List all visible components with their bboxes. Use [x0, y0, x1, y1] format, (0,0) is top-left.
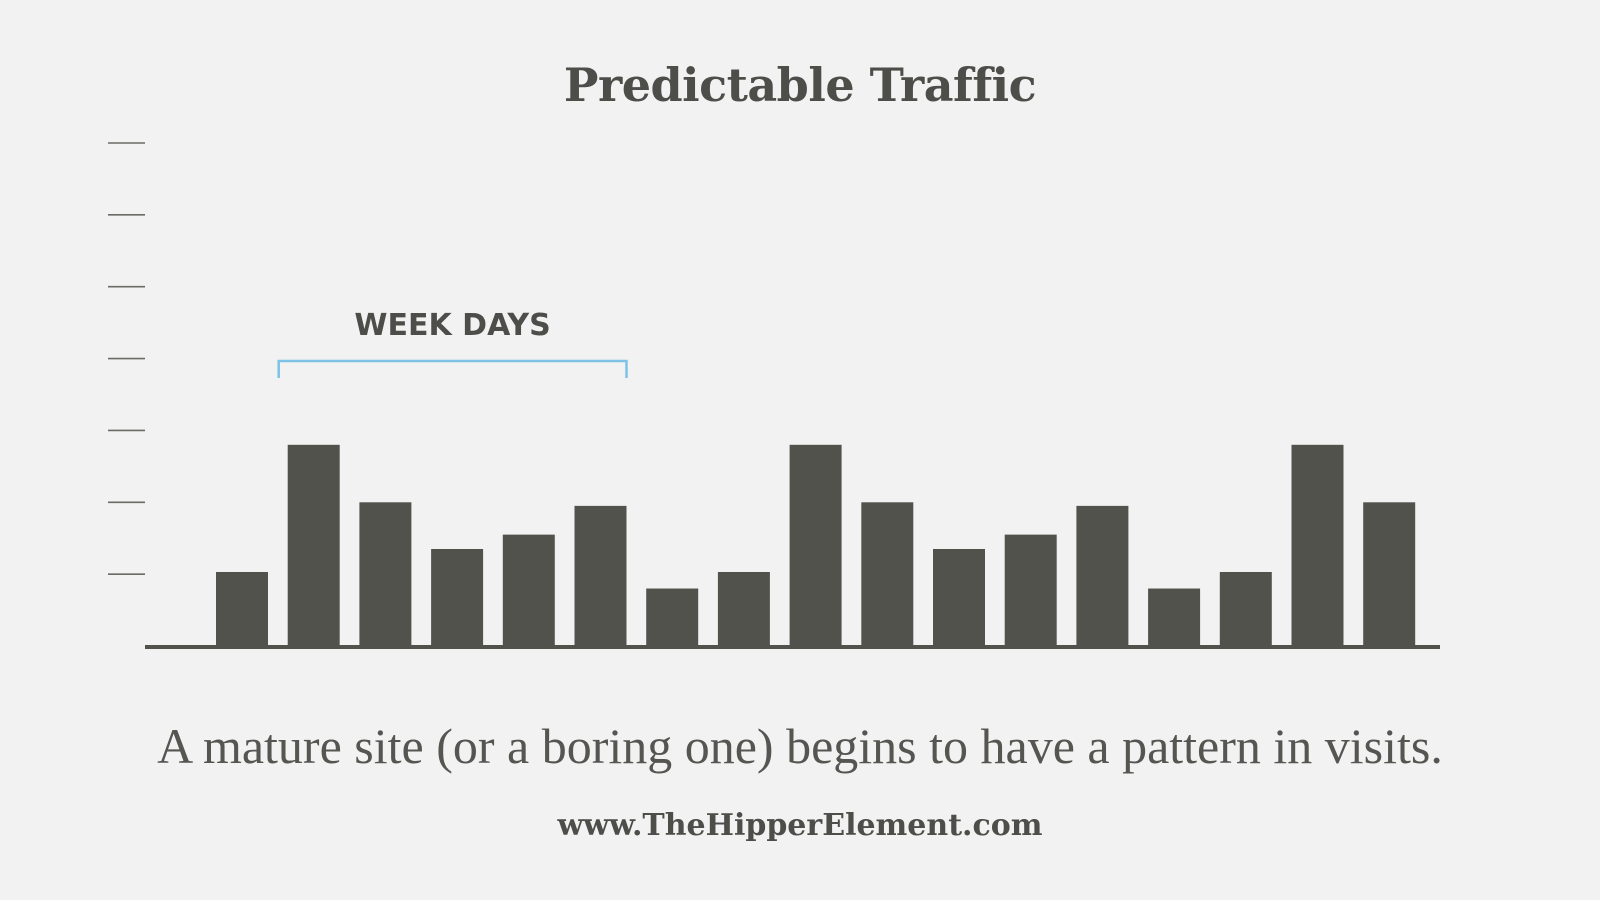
- bar-15: [1219, 571, 1272, 646]
- bar-9: [789, 444, 842, 646]
- bar-2: [287, 444, 340, 646]
- website-url: www.TheHipperElement.com: [557, 808, 1043, 843]
- chart-title: Predictable Traffic: [563, 58, 1037, 112]
- bar-17: [1363, 502, 1416, 646]
- bar-8: [717, 571, 770, 646]
- bar-14: [1148, 588, 1201, 646]
- bars: [216, 444, 1416, 646]
- bar-10: [861, 502, 914, 646]
- bar-11: [933, 548, 985, 646]
- week-days-label: WEEK DAYS: [354, 308, 550, 343]
- bar-3: [359, 502, 412, 646]
- week-days-bracket: [277, 359, 628, 378]
- y-axis-ticks: [108, 142, 145, 575]
- caption: A mature site (or a boring one) begins t…: [157, 718, 1443, 774]
- week-days-annotation: WEEK DAYS: [277, 308, 628, 378]
- bar-12: [1004, 534, 1057, 646]
- bar-1: [216, 571, 268, 646]
- bar-16: [1291, 444, 1344, 646]
- bar-5: [502, 534, 555, 646]
- bar-4: [431, 548, 484, 646]
- bar-6: [574, 505, 627, 646]
- bar-7: [646, 588, 699, 646]
- bar-13: [1076, 505, 1129, 646]
